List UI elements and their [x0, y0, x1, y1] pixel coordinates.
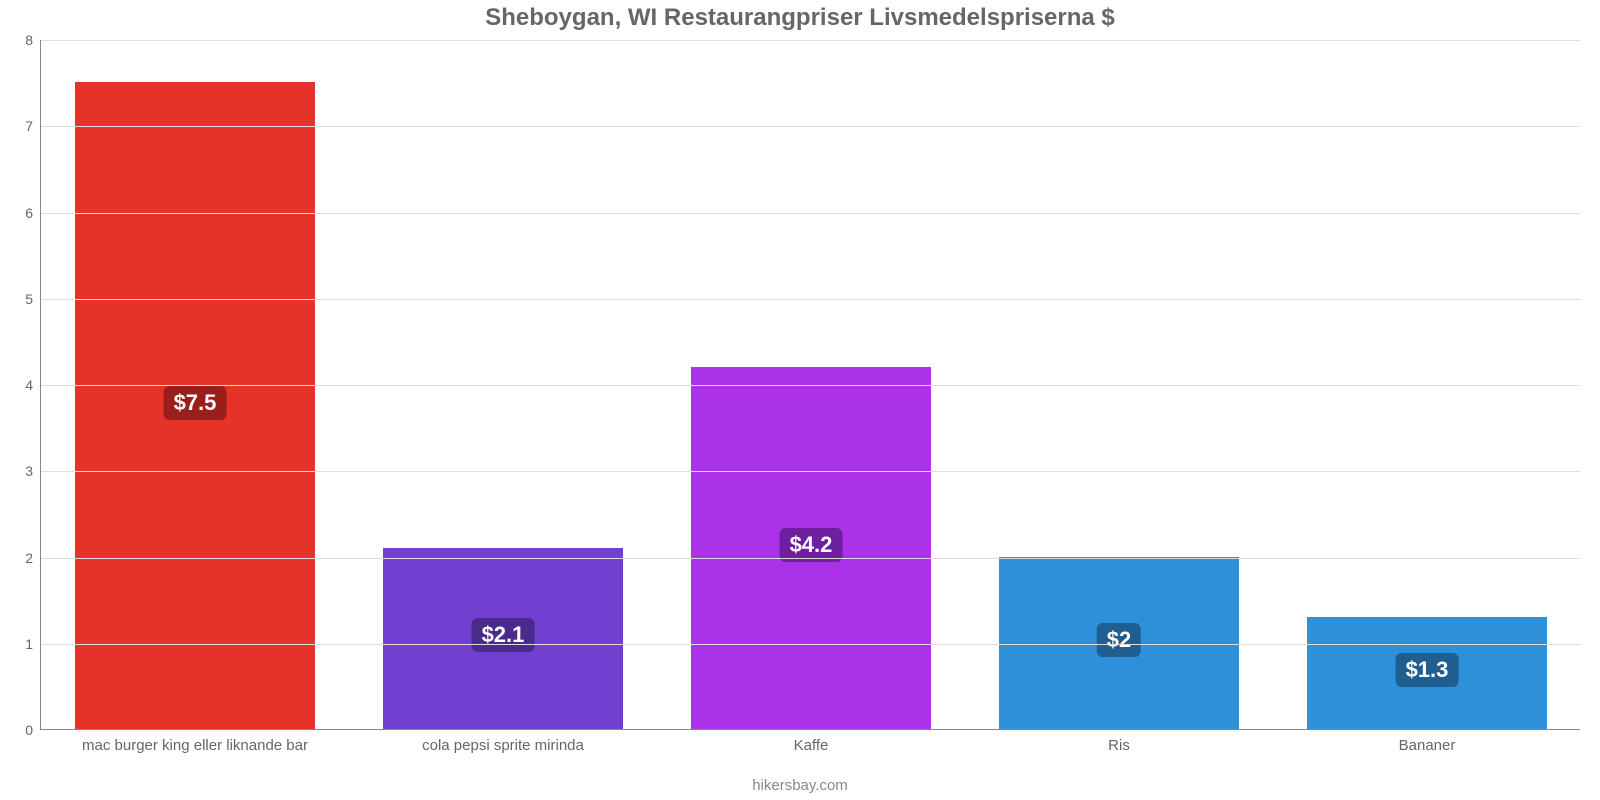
x-tick-label: mac burger king eller liknande bar: [82, 729, 308, 754]
gridline: [41, 40, 1580, 41]
bar-value-label: $2: [1097, 623, 1141, 657]
gridline: [41, 126, 1580, 127]
y-tick-label: 3: [25, 463, 41, 479]
gridline: [41, 644, 1580, 645]
y-tick-label: 6: [25, 205, 41, 221]
x-tick-label: Bananer: [1399, 729, 1456, 754]
source-label: hikersbay.com: [0, 777, 1600, 794]
y-tick-label: 7: [25, 118, 41, 134]
y-tick-label: 4: [25, 377, 41, 393]
y-tick-label: 2: [25, 550, 41, 566]
price-bar-chart: Sheboygan, WI Restaurangpriser Livsmedel…: [0, 0, 1600, 800]
bar-value-label: $2.1: [472, 618, 535, 652]
chart-title: Sheboygan, WI Restaurangpriser Livsmedel…: [0, 4, 1600, 32]
bar-value-label: $1.3: [1396, 653, 1459, 687]
y-tick-label: 5: [25, 291, 41, 307]
x-tick-label: Kaffe: [794, 729, 829, 754]
y-tick-label: 8: [25, 32, 41, 48]
bar: $7.5: [75, 82, 315, 729]
gridline: [41, 385, 1580, 386]
bar-value-label: $7.5: [164, 386, 227, 420]
y-tick-label: 0: [25, 722, 41, 738]
plot-area: $7.5$2.1$4.2$2$1.3 012345678mac burger k…: [40, 40, 1580, 730]
bar: $1.3: [1307, 617, 1547, 729]
x-tick-label: cola pepsi sprite mirinda: [422, 729, 584, 754]
bar: $2: [999, 557, 1239, 730]
bar: $4.2: [691, 367, 931, 729]
gridline: [41, 471, 1580, 472]
bar: $2.1: [383, 548, 623, 729]
y-tick-label: 1: [25, 636, 41, 652]
x-tick-label: Ris: [1108, 729, 1130, 754]
gridline: [41, 299, 1580, 300]
gridline: [41, 213, 1580, 214]
gridline: [41, 558, 1580, 559]
